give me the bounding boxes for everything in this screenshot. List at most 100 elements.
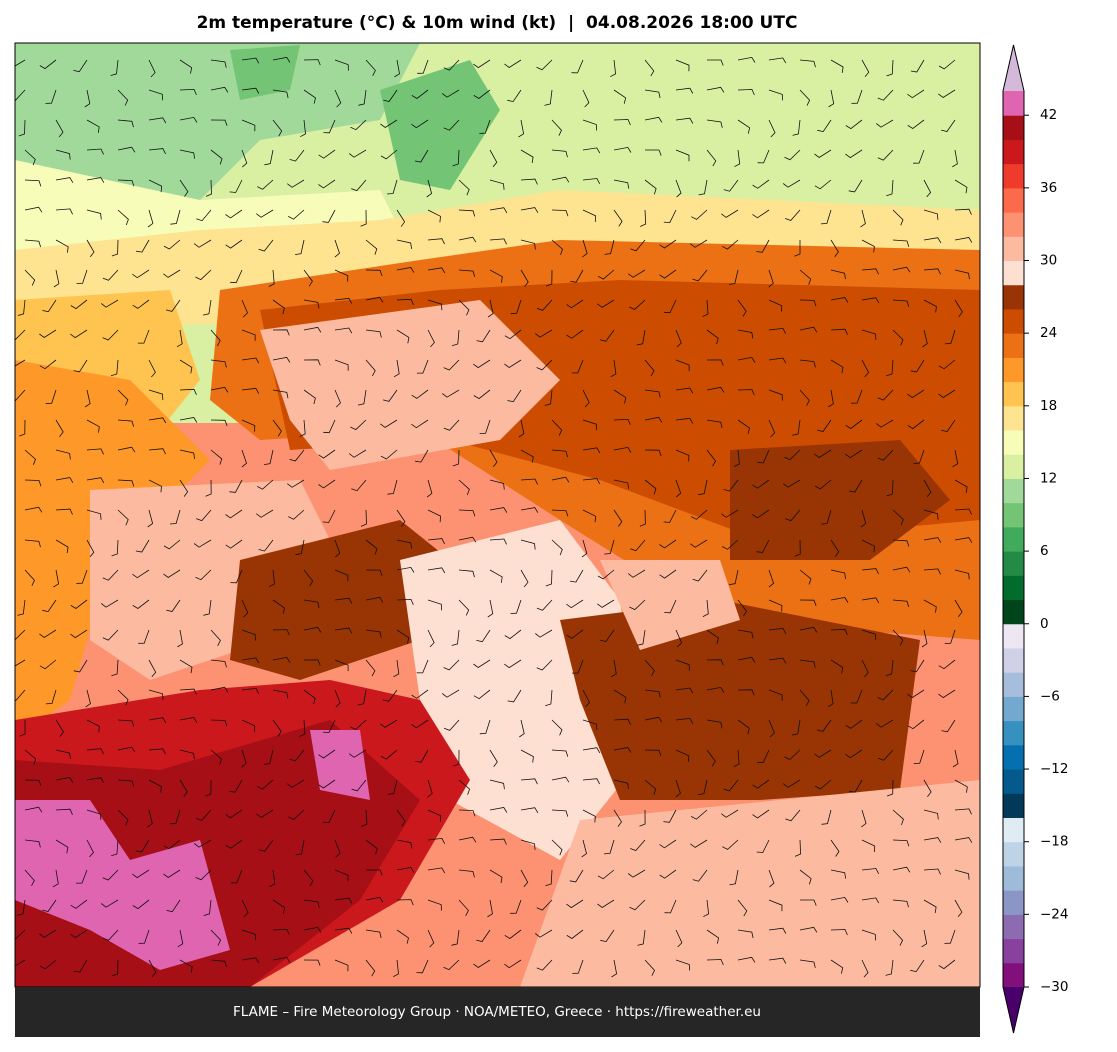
wind-barb [24, 449, 36, 465]
wind-barb [737, 419, 750, 434]
wind-barb [241, 899, 249, 918]
wind-barb [210, 719, 228, 727]
wind-barb [610, 59, 617, 78]
wind-barb [195, 809, 212, 821]
wind-barb [923, 179, 932, 198]
wind-barb [941, 719, 956, 733]
wind-barb [416, 359, 429, 374]
wind-barb [850, 689, 863, 704]
wind-barb [827, 689, 834, 708]
wind-barb [396, 929, 409, 944]
wind-barb [179, 88, 197, 96]
wind-barb [70, 329, 88, 339]
wind-barb [702, 599, 709, 617]
wind-barb [241, 687, 260, 694]
wind-barb [102, 629, 119, 641]
wind-barb [241, 299, 248, 318]
wind-barb [520, 749, 534, 763]
wind-barb [229, 179, 243, 193]
wind-barb [954, 837, 973, 843]
wind-barb [24, 239, 41, 248]
wind-barb [303, 359, 321, 366]
wind-barb [582, 389, 590, 408]
wind-barb [728, 269, 739, 285]
wind-barb [163, 839, 181, 850]
colorbar-band [1003, 841, 1024, 867]
wind-barb [675, 687, 694, 694]
wind-barb [269, 569, 275, 588]
wind-barb [15, 659, 26, 667]
wind-barb [427, 299, 443, 311]
wind-barb [876, 119, 894, 128]
wind-barb [177, 629, 183, 648]
wind-barb [102, 329, 119, 341]
wind-barb [24, 179, 42, 187]
wind-barb [272, 899, 286, 914]
wind-barb [489, 238, 507, 245]
wind-barb [910, 59, 925, 73]
wind-barb [42, 599, 57, 613]
wind-barb [334, 897, 353, 904]
wind-barb [70, 299, 88, 310]
wind-barb [504, 659, 522, 669]
colorbar-tick-label: 30 [1040, 253, 1057, 269]
wind-barb [489, 479, 505, 490]
wind-barb [351, 779, 367, 792]
wind-barb [476, 329, 491, 343]
wind-barb [706, 149, 717, 167]
wind-barb [303, 569, 314, 587]
wind-barb [193, 239, 212, 248]
wind-barb [640, 209, 647, 227]
wind-barb [357, 689, 367, 706]
wind-barb [723, 179, 739, 192]
wind-barb [675, 959, 690, 971]
wind-barb [907, 689, 925, 699]
wind-barb [721, 509, 739, 518]
wind-barb [689, 239, 708, 248]
wind-barb [792, 419, 801, 436]
wind-barb [264, 449, 274, 465]
wind-barb [272, 928, 290, 936]
wind-barb [722, 839, 739, 850]
wind-barb [318, 179, 336, 189]
wind-barb [816, 719, 832, 732]
wind-barb [110, 59, 119, 76]
wind-barb [504, 59, 522, 68]
wind-barb [45, 389, 57, 405]
wind-barb [138, 629, 150, 644]
wind-barb [814, 179, 832, 190]
wind-barb [520, 269, 529, 288]
wind-barb [210, 449, 223, 465]
wind-barb [923, 509, 939, 520]
wind-barb [382, 689, 398, 702]
colorbar-band [1003, 260, 1024, 286]
wind-barb [768, 927, 787, 934]
wind-barb [923, 899, 937, 913]
wind-barb [257, 479, 274, 490]
wind-barb [520, 178, 538, 185]
balkans [600, 560, 740, 650]
wind-barb [644, 59, 655, 77]
wind-barb [954, 599, 963, 617]
wind-barb [551, 176, 570, 183]
wind-barb [613, 418, 631, 426]
wind-barb [768, 869, 775, 888]
wind-barb [110, 359, 119, 377]
wind-barb [794, 839, 802, 857]
wind-barb [814, 479, 832, 490]
wind-barb [886, 479, 894, 497]
wind-barb [861, 59, 870, 78]
wind-barb [443, 719, 460, 731]
wind-barb [737, 89, 755, 96]
colorbar-band [1003, 672, 1024, 697]
colorbar-band [1003, 478, 1024, 504]
wind-barb [877, 389, 894, 401]
wind-barb [489, 749, 498, 767]
wind-barb [507, 89, 522, 103]
wind-barb [443, 419, 460, 431]
wind-barb [479, 719, 491, 735]
wind-barb [519, 719, 525, 738]
wind-barb [644, 959, 655, 976]
wind-barb [570, 269, 584, 283]
wind-barb [706, 629, 719, 645]
